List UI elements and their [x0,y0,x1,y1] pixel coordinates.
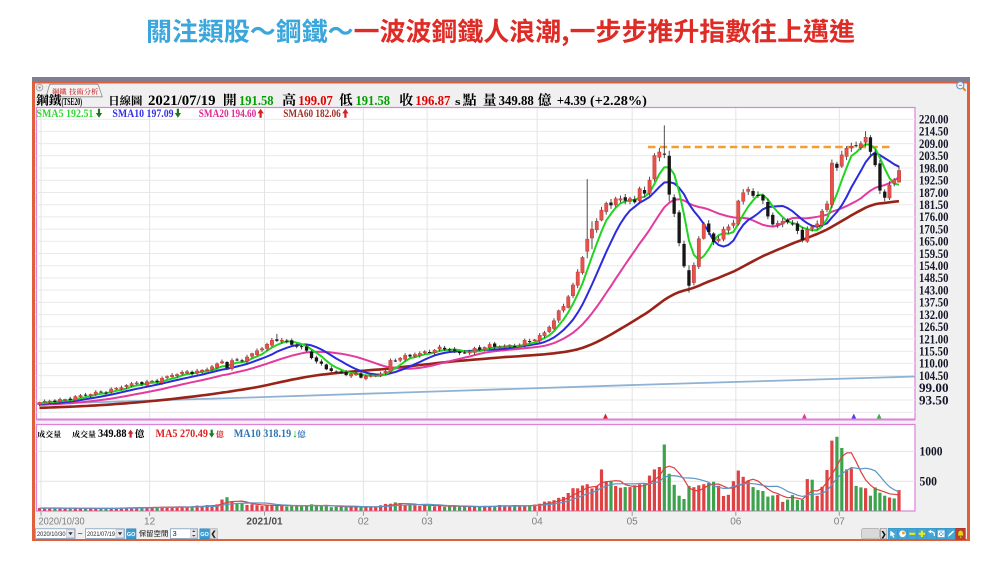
svg-text:349.88: 349.88 [98,426,127,440]
svg-text:196.87: 196.87 [415,94,450,109]
svg-text:110.00: 110.00 [919,357,949,371]
svg-text:170.50: 170.50 [919,222,949,236]
svg-text:132.00: 132.00 [919,308,949,322]
svg-text:(TSE20): (TSE20) [62,96,83,108]
svg-text:SMA10 197.09: SMA10 197.09 [112,106,173,120]
svg-text:2021/07/19: 2021/07/19 [148,93,216,109]
svg-text:500: 500 [920,475,938,489]
svg-text:SMA20 194.60: SMA20 194.60 [199,106,256,120]
svg-text:199.07: 199.07 [298,94,333,109]
svg-text:143.00: 143.00 [919,283,949,297]
svg-text:~: ~ [78,529,83,539]
svg-text:12: 12 [144,516,156,527]
svg-text:214.50: 214.50 [919,125,949,139]
svg-text:148.50: 148.50 [919,271,949,285]
svg-text:s: s [455,96,461,108]
svg-text:SMA60 182.06: SMA60 182.06 [283,106,341,120]
svg-text:154.00: 154.00 [919,259,949,273]
svg-text:02: 02 [358,516,370,527]
svg-text:❮: ❮ [211,530,217,538]
svg-text:104.50: 104.50 [919,369,949,383]
svg-text:191.58: 191.58 [356,94,391,109]
svg-text:93.50: 93.50 [919,393,949,407]
svg-text:203.50: 203.50 [919,149,949,163]
svg-text:+4.39: +4.39 [557,94,586,109]
svg-text:2020/10/30: 2020/10/30 [39,516,86,527]
svg-text:04: 04 [532,516,544,527]
svg-text:2021/07/19: 2021/07/19 [87,531,115,538]
svg-text:159.50: 159.50 [919,247,949,261]
svg-text:99.00: 99.00 [919,381,949,395]
svg-text:2021/01: 2021/01 [246,516,283,527]
svg-text:209.00: 209.00 [919,137,949,151]
svg-text:349.88: 349.88 [499,94,534,109]
svg-text:121.00: 121.00 [919,332,949,346]
svg-text:1000: 1000 [920,445,943,459]
svg-text:03: 03 [422,516,434,527]
svg-text:GO: GO [200,532,209,538]
svg-text:165.00: 165.00 [919,235,949,249]
svg-text:187.00: 187.00 [919,186,949,200]
svg-text:181.50: 181.50 [919,198,949,212]
svg-text:↓: ↓ [292,428,298,440]
svg-text:GO: GO [127,532,136,538]
svg-text:SMA5 192.51: SMA5 192.51 [37,106,94,120]
svg-text:176.00: 176.00 [919,210,949,224]
svg-text:192.50: 192.50 [919,174,949,188]
svg-text:137.50: 137.50 [919,296,949,310]
svg-text:05: 05 [627,516,639,527]
svg-text:115.50: 115.50 [919,345,949,359]
svg-text:126.50: 126.50 [919,320,949,334]
svg-text:❯: ❯ [881,530,887,538]
svg-text:2020/10/30: 2020/10/30 [37,531,66,538]
svg-text:220.00: 220.00 [919,113,949,127]
svg-text:MA10 318.19: MA10 318.19 [234,426,292,440]
svg-text:MA5 270.49: MA5 270.49 [156,426,208,440]
svg-text:3: 3 [173,529,177,538]
svg-text:198.00: 198.00 [919,161,949,175]
svg-text:07: 07 [834,516,846,527]
svg-text:(+2.28%): (+2.28%) [590,94,647,109]
svg-text:191.58: 191.58 [239,94,274,109]
svg-text:06: 06 [730,516,742,527]
